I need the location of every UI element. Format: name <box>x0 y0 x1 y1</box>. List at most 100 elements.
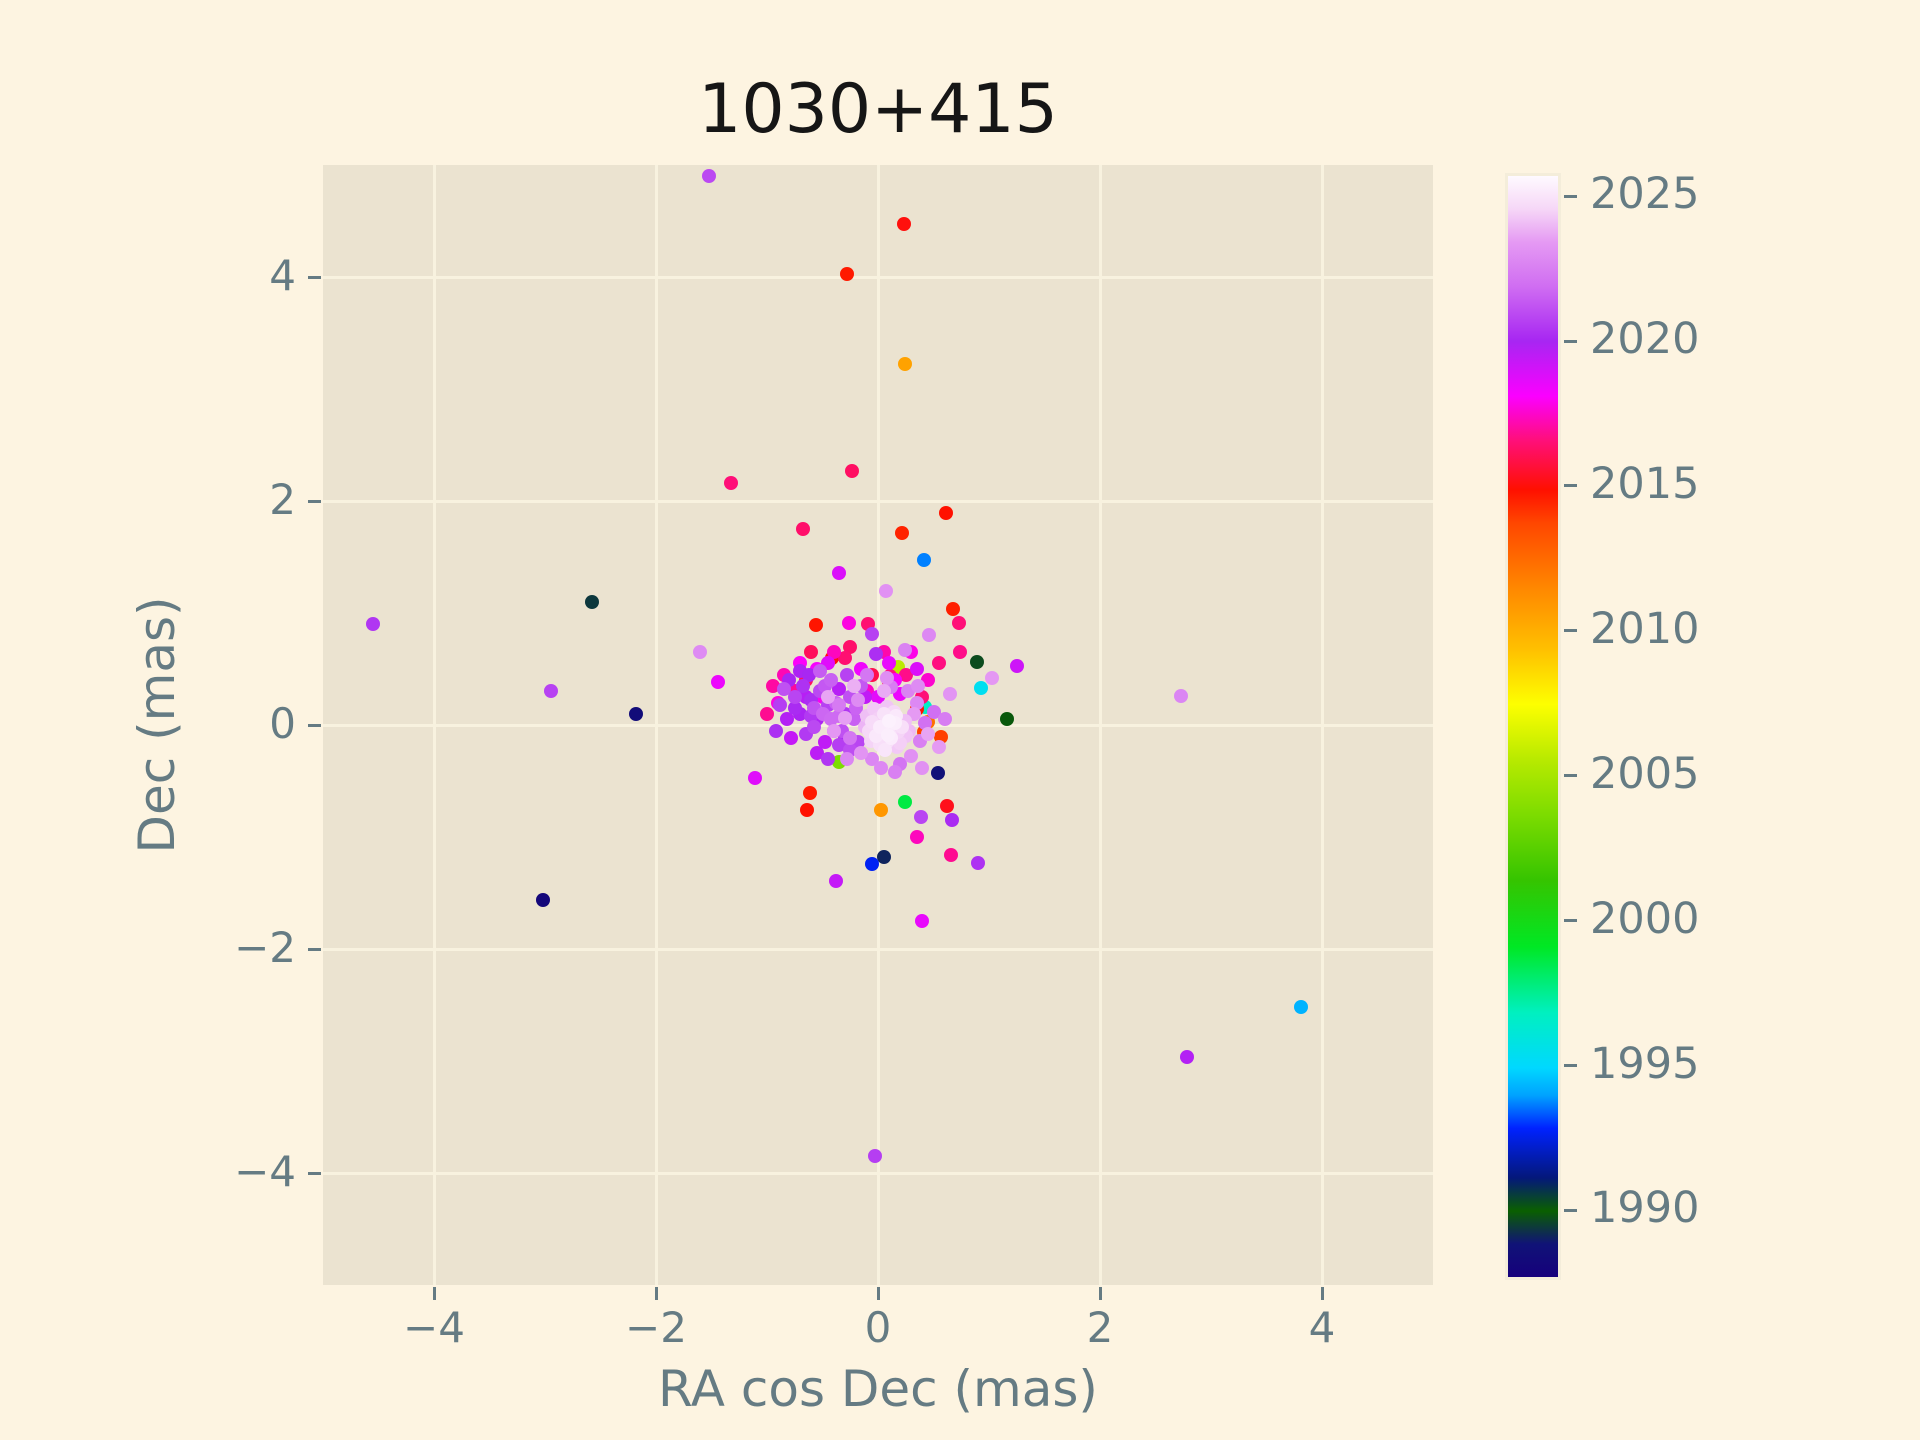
scatter-point <box>930 766 945 781</box>
scatter-point <box>946 601 961 616</box>
scatter-point <box>909 830 924 844</box>
scatter-point <box>832 697 847 712</box>
scatter-point <box>1179 1049 1194 1064</box>
scatter-point <box>839 751 854 766</box>
scatter-point <box>922 628 937 643</box>
scatter-point <box>832 682 847 697</box>
colorbar-tick-mark <box>1564 629 1577 633</box>
scatter-point <box>824 712 839 727</box>
scatter-point <box>821 690 836 704</box>
colorbar-tick-label: 2020 <box>1590 314 1700 365</box>
scatter-point <box>773 697 788 712</box>
colorbar-tick-mark <box>1564 1208 1577 1212</box>
scatter-point <box>804 645 819 660</box>
scatter-point <box>839 266 854 281</box>
scatter-point <box>842 616 857 631</box>
scatter-point <box>969 655 984 670</box>
scatter-point <box>882 713 897 728</box>
scatter-point <box>909 695 924 710</box>
y-tick-label: 2 <box>269 475 296 524</box>
scatter-point <box>821 751 836 766</box>
scatter-point <box>837 650 852 665</box>
scatter-point <box>932 656 947 671</box>
scatter-point <box>365 617 380 632</box>
scatter-point <box>535 892 550 907</box>
scatter-point <box>880 728 895 743</box>
scatter-point <box>799 803 814 818</box>
scatter-point <box>765 678 780 693</box>
scatter-point <box>543 684 558 699</box>
scatter-point <box>865 856 880 871</box>
scatter-point <box>787 701 802 716</box>
scatter-point <box>868 647 883 662</box>
scatter-point <box>806 720 821 735</box>
scatter-point <box>876 684 891 699</box>
scatter-point <box>944 847 959 862</box>
y-tick-label: −2 <box>234 923 296 972</box>
y-tick-mark <box>308 723 321 727</box>
scatter-point <box>809 746 824 760</box>
colorbar-tick-label: 1995 <box>1590 1038 1700 1089</box>
scatter-point <box>824 673 839 688</box>
x-tick-mark <box>432 1287 436 1300</box>
scatter-point <box>832 738 847 753</box>
y-tick-mark <box>308 1171 321 1175</box>
x-tick-mark <box>1098 1287 1102 1300</box>
scatter-point <box>851 693 866 708</box>
scatter-point <box>1174 688 1189 703</box>
scatter-point <box>904 749 919 764</box>
scatter-point <box>629 706 644 721</box>
colorbar-tick-mark <box>1564 194 1577 198</box>
scatter-point <box>808 618 823 633</box>
y-tick-mark <box>308 499 321 503</box>
scatter-point <box>584 594 599 609</box>
scatter-point <box>952 616 967 631</box>
scatter-point <box>938 506 953 521</box>
scatter-point <box>747 770 762 785</box>
scatter-point <box>711 675 726 690</box>
scatter-point <box>1009 658 1024 673</box>
gridline-horizontal <box>323 499 1433 503</box>
x-tick-mark <box>1320 1287 1324 1300</box>
plot-area <box>323 165 1433 1285</box>
x-tick-label: 0 <box>864 1303 892 1352</box>
scatter-point <box>859 667 874 682</box>
scatter-point <box>985 670 1000 685</box>
scatter-point <box>974 681 989 696</box>
colorbar <box>1505 173 1561 1280</box>
scatter-point <box>897 795 912 810</box>
colorbar-tick-label: 2005 <box>1590 748 1700 799</box>
scatter-point <box>803 786 818 801</box>
scatter-point <box>916 553 931 568</box>
scatter-point <box>846 678 861 693</box>
scatter-point <box>865 627 880 642</box>
scatter-point <box>776 682 791 697</box>
scatter-point <box>802 667 817 682</box>
x-tick-label: 2 <box>1086 1303 1114 1352</box>
y-axis-label: Dec (mas) <box>128 596 186 854</box>
y-tick-label: −4 <box>234 1147 296 1196</box>
scatter-point <box>897 357 912 372</box>
y-tick-mark <box>308 947 321 951</box>
colorbar-tick-mark <box>1564 339 1577 343</box>
y-tick-mark <box>308 275 321 279</box>
scatter-point <box>817 734 832 749</box>
scatter-point <box>826 723 841 738</box>
scatter-point <box>939 798 954 813</box>
scatter-point <box>917 715 932 730</box>
scatter-point <box>832 565 847 580</box>
scatter-point <box>887 765 902 780</box>
scatter-point <box>943 686 958 701</box>
scatter-point <box>953 645 968 660</box>
scatter-point <box>910 678 925 693</box>
scatter-point <box>760 706 774 721</box>
scatter-point <box>787 690 802 704</box>
x-tick-label: −4 <box>403 1303 465 1352</box>
colorbar-tick-label: 2015 <box>1590 458 1700 509</box>
scatter-point <box>970 855 985 870</box>
scatter-point <box>874 803 889 818</box>
colorbar-tick-mark <box>1564 774 1577 778</box>
scatter-point <box>882 656 897 671</box>
scatter-point <box>914 809 929 824</box>
